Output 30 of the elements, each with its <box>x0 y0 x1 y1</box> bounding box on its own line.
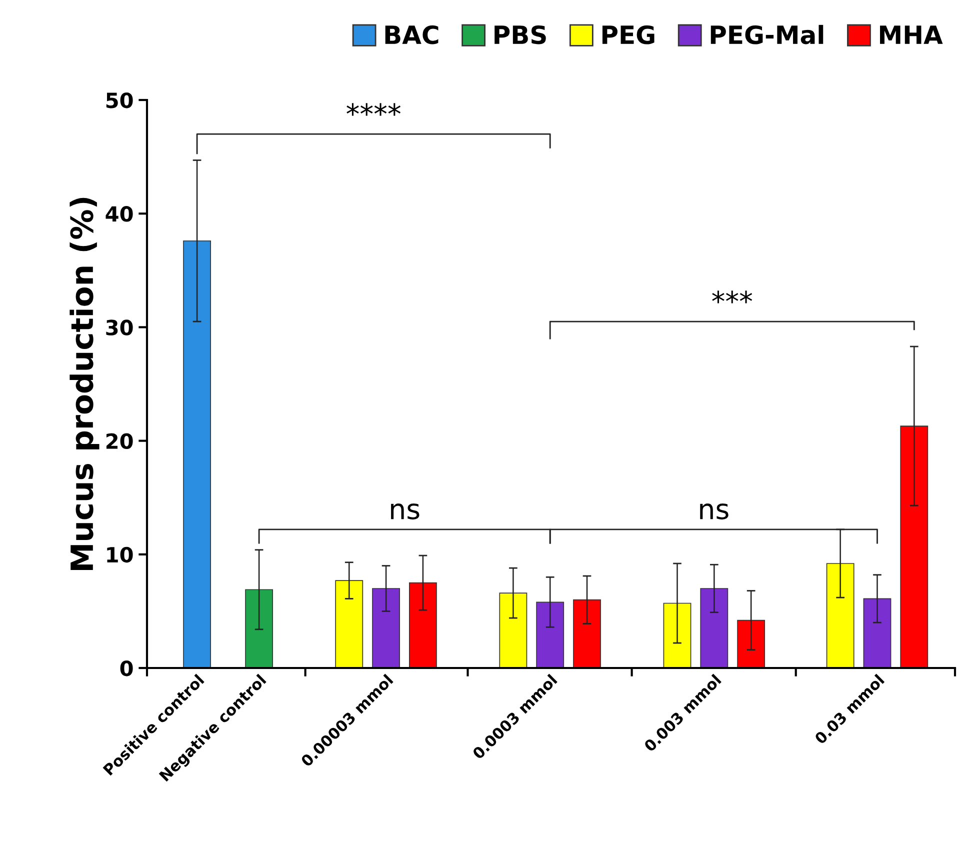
bar <box>900 426 928 668</box>
bar <box>536 602 564 668</box>
annotation: ns <box>700 504 728 520</box>
legend-label: MHA <box>880 26 943 44</box>
legend-label: BAC <box>385 25 438 44</box>
bar <box>499 592 528 668</box>
bar <box>245 589 274 668</box>
annotation: *** <box>712 290 752 304</box>
annotation: ns <box>391 504 420 520</box>
bar <box>573 599 601 668</box>
y-tick-label: 0 <box>120 660 133 676</box>
bar <box>826 563 854 668</box>
bar <box>183 240 211 668</box>
bar <box>700 588 728 668</box>
y-tick-label: 20 <box>106 433 133 450</box>
y-tick-label: 50 <box>106 92 133 108</box>
y-axis-title: Mucus production (%) <box>70 198 100 570</box>
bar <box>737 620 766 668</box>
legend-label: PBS <box>494 25 546 44</box>
bar <box>408 582 437 668</box>
y-tick-label: 30 <box>106 320 133 336</box>
bar <box>335 580 364 668</box>
y-tick-label: 40 <box>106 206 133 222</box>
bar <box>863 598 892 668</box>
bar <box>663 602 692 668</box>
bar <box>372 588 400 668</box>
y-tick-label: 10 <box>107 546 133 563</box>
legend-label: PEG-Mal <box>710 24 824 44</box>
legend-label: PEG <box>602 25 654 44</box>
annotation: **** <box>346 103 401 116</box>
